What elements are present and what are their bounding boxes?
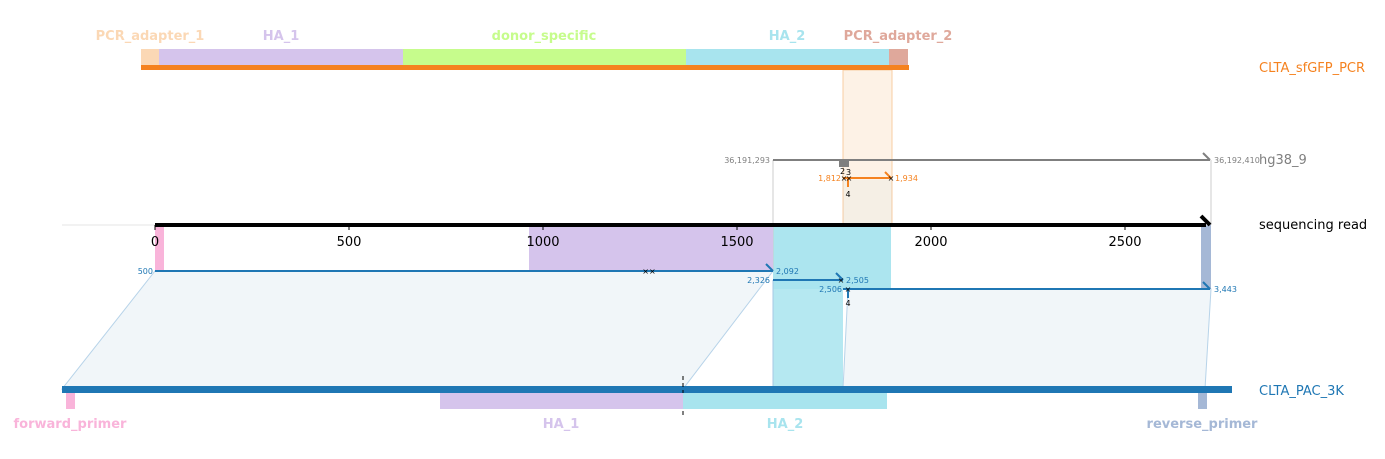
- amp3-mismatch: ×: [845, 285, 852, 294]
- amplicon-link-3: [842, 288, 1212, 390]
- ha2-amplicon-highlight: [773, 225, 891, 289]
- donor-specific-label: donor_specific: [492, 29, 597, 44]
- read-forward-primer-band: [155, 225, 164, 271]
- genome-end-label: 36,192,410: [1214, 156, 1260, 165]
- amplicon-link-2: [773, 280, 843, 389]
- genome-indel-marker: [839, 160, 849, 167]
- reverse-primer-label: reverse_primer: [1147, 417, 1259, 432]
- read-tick-label-500: 500: [337, 235, 362, 250]
- amp-ha1-label: HA_1: [543, 417, 580, 432]
- read-tick-label-2000: 2000: [914, 235, 947, 250]
- amp-count-label: 4: [845, 299, 850, 308]
- pcr-alignment-arrow: [884, 171, 892, 179]
- genome-label: hg38_9: [1259, 153, 1307, 168]
- pcr-template-bar: [141, 65, 909, 70]
- pcr-ha2-label: HA_2: [769, 29, 806, 44]
- amp1-start-label: 500: [138, 267, 153, 276]
- amplicon-alignment-2-arrow: [835, 272, 844, 281]
- read-tick-label-1500: 1500: [720, 235, 753, 250]
- pcr-mismatch-3: ×: [888, 174, 895, 183]
- amplicon-label: CLTA_PAC_3K: [1259, 384, 1344, 399]
- amplicon-alignment-1-arrow: [765, 263, 774, 272]
- read-ha1-band: [529, 225, 773, 271]
- pcr-adapter-2-label: PCR_adapter_2: [844, 29, 953, 44]
- pcr-to-genome-link: [842, 69, 893, 226]
- amp-ha2-block: [683, 393, 887, 409]
- genome-start-label: 36,191,293: [724, 156, 770, 165]
- pcr-ha1-label: HA_1: [263, 29, 300, 44]
- pcr-adapter-2-block: [889, 49, 908, 65]
- amp2-mismatch: ×: [838, 276, 845, 285]
- amp1-end-label: 2,092: [776, 267, 799, 276]
- forward-primer-label: forward_primer: [14, 417, 128, 432]
- read-tick-label-1000: 1000: [526, 235, 559, 250]
- read-axis-ticks: 0 500 1000 1500 2000 2500: [151, 225, 1142, 250]
- pcr-adapter-1-label: PCR_adapter_1: [96, 29, 205, 44]
- read-reverse-primer-band: [1201, 225, 1211, 289]
- donor-specific-block: [403, 49, 686, 65]
- pcr-small-a: 2: [840, 167, 845, 176]
- pcr-template-label: CLTA_sfGFP_PCR: [1259, 61, 1365, 76]
- pcr-mismatch-2: ×: [846, 174, 853, 183]
- amplicon-link-1: [60, 270, 775, 390]
- sequencing-read-label: sequencing read: [1259, 218, 1367, 233]
- amp3-start-label: 2,506: [819, 285, 842, 294]
- pcr-mismatch-1: ×: [841, 174, 848, 183]
- pcr-count-label: 4: [845, 190, 850, 199]
- amp3-end-label: 3,443: [1214, 285, 1237, 294]
- pcr-start-label: 1,812: [818, 174, 841, 183]
- pcr-small-b: 3: [846, 168, 851, 177]
- amp-reverse-primer-block: [1198, 393, 1207, 409]
- pcr-end-label: 1,934: [895, 174, 918, 183]
- sequencing-read-arrow: [1199, 214, 1212, 227]
- genome-arrow: [1202, 152, 1211, 161]
- amp-forward-primer-block: [66, 393, 75, 409]
- amp2-end-label: 2,505: [846, 276, 869, 285]
- read-tick-label-2500: 2500: [1108, 235, 1141, 250]
- read-tick-label-0: 0: [151, 235, 159, 250]
- amplicon-bar: [62, 386, 1232, 393]
- amp1-mismatch: ××: [642, 267, 655, 276]
- amp-ha1-block: [440, 393, 683, 409]
- amp-ha2-label: HA_2: [767, 417, 804, 432]
- pcr-ha2-block: [686, 49, 889, 65]
- pcr-adapter-1-block: [141, 49, 159, 65]
- amplicon-alignment-3-arrow: [1202, 281, 1211, 290]
- pcr-ha1-block: [159, 49, 403, 65]
- amp2-start-label: 2,326: [747, 276, 770, 285]
